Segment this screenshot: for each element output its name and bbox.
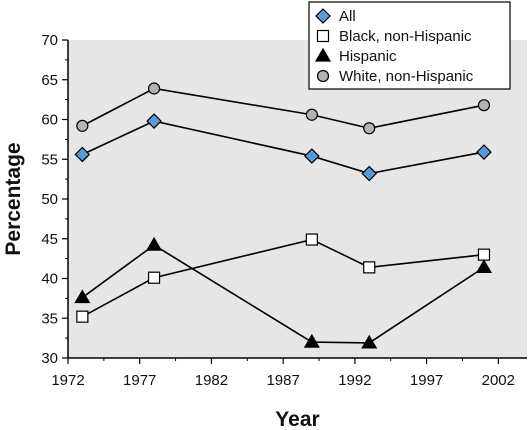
- legend-box: [308, 1, 511, 90]
- data-point: [74, 289, 91, 304]
- legend-label: All: [339, 8, 356, 25]
- y-tick-label: 40: [41, 271, 58, 288]
- x-tick-label: 1992: [338, 372, 371, 389]
- legend-item: Black, non-Hispanic: [316, 28, 472, 45]
- data-point: [147, 82, 161, 95]
- legend-label: Black, non-Hispanic: [339, 28, 472, 45]
- x-tick-label: 1997: [410, 372, 443, 389]
- x-tick-label: 2002: [482, 372, 515, 389]
- y-tick-label: 65: [41, 72, 58, 89]
- data-point: [361, 334, 378, 349]
- legend-item: Hispanic: [314, 47, 397, 65]
- x-tick-label: 1982: [195, 372, 228, 389]
- data-point: [74, 146, 91, 163]
- data-point: [146, 113, 162, 129]
- y-tick-label: 50: [41, 191, 58, 208]
- data-point: [363, 261, 376, 274]
- y-axis-title: Percentage: [2, 142, 25, 255]
- x-tick-label: 1987: [266, 372, 299, 389]
- data-point: [146, 236, 163, 251]
- y-axis: 30 35 40 45 50 55 60 65 70: [41, 32, 69, 367]
- legend: All Black, non-Hispanic Hispanic White, non…: [308, 1, 511, 90]
- legend-label: Hispanic: [339, 48, 397, 65]
- data-point: [363, 122, 376, 135]
- legend-marker: [315, 8, 331, 24]
- data-point: [476, 144, 492, 160]
- data-point: [477, 99, 491, 112]
- y-tick-label: 60: [41, 112, 58, 129]
- series-layer: [74, 82, 493, 349]
- data-point: [303, 333, 320, 348]
- legend-marker: [316, 29, 330, 43]
- x-axis: 1972 1977 1982 1987 1992 1997 2002: [51, 357, 527, 389]
- x-axis-title: Year: [275, 408, 319, 430]
- data-point: [475, 259, 493, 273]
- data-point: [305, 108, 318, 121]
- data-point: [477, 248, 491, 261]
- series-black-non-hispanic: [76, 233, 491, 323]
- y-tick-label: 45: [41, 231, 58, 248]
- data-point: [76, 310, 89, 323]
- x-tick-label: 1977: [123, 372, 156, 389]
- data-point: [76, 119, 89, 132]
- y-tick-label: 35: [41, 310, 58, 327]
- data-point: [361, 165, 378, 182]
- x-tick-label: 1972: [51, 372, 84, 389]
- legend-item: All: [315, 8, 356, 25]
- legend-item: White, non-Hispanic: [316, 68, 474, 85]
- data-point: [147, 271, 161, 284]
- y-tick-label: 70: [41, 32, 58, 49]
- legend-marker: [314, 47, 332, 62]
- legend-label: White, non-Hispanic: [339, 68, 474, 85]
- legend-marker: [316, 69, 330, 83]
- y-tick-label: 30: [41, 350, 58, 367]
- series-white-non-hispanic: [76, 82, 491, 135]
- series-all: [74, 113, 492, 182]
- data-point: [305, 233, 318, 246]
- series-hispanic: [74, 236, 493, 349]
- y-tick-label: 55: [41, 151, 58, 168]
- data-point: [303, 148, 320, 164]
